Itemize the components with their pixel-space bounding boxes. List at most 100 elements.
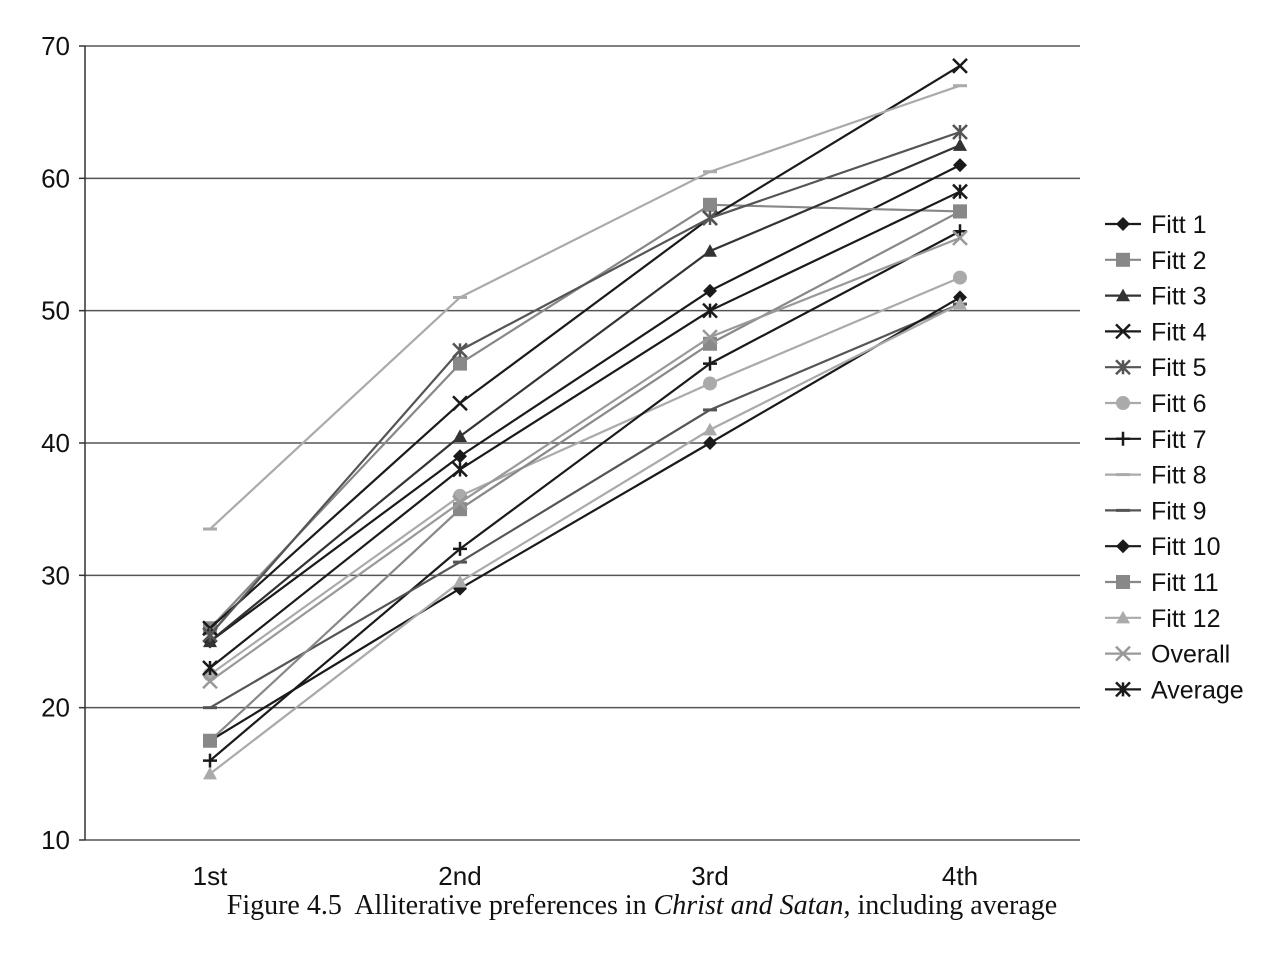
- caption-label: Figure 4.5: [226, 890, 342, 921]
- x-tick-label: 2nd: [438, 861, 481, 891]
- legend-item: Fitt 12: [1105, 605, 1220, 633]
- legend-marker: [1116, 431, 1130, 446]
- legend-label: Average: [1151, 676, 1244, 704]
- series-average: [202, 183, 968, 676]
- legend-item: Fitt 11: [1105, 569, 1219, 597]
- data-point: [702, 302, 718, 319]
- data-point: [703, 356, 717, 371]
- legend-item: Fitt 7: [1105, 426, 1207, 454]
- y-tick-label: 70: [41, 31, 70, 61]
- legend-item: Fitt 3: [1105, 283, 1207, 311]
- legend-marker: [1115, 681, 1131, 698]
- caption-text-before: Alliterative preferences in: [354, 890, 654, 921]
- legend-label: Fitt 6: [1151, 390, 1207, 418]
- data-point: [452, 461, 468, 478]
- data-point: [953, 138, 967, 151]
- data-point: [452, 395, 468, 412]
- legend-item: Overall: [1105, 641, 1230, 669]
- legend-item: Fitt 9: [1105, 497, 1207, 525]
- series-fitt-2: [203, 197, 967, 636]
- data-point: [202, 660, 218, 676]
- legend-item: Fitt 4: [1105, 318, 1207, 346]
- data-point: [452, 342, 468, 359]
- legend-item: Fitt 1: [1105, 211, 1207, 239]
- y-tick-label: 60: [41, 163, 70, 193]
- series-line: [209, 276, 961, 676]
- data-point: [703, 436, 717, 450]
- data-point: [703, 376, 717, 391]
- legend: Fitt 1 Fitt 2 Fitt 3 Fitt 4 Fitt 5 Fitt 6 Fitt…: [1105, 211, 1244, 704]
- legend-label: Fitt 4: [1151, 318, 1207, 346]
- data-point: [952, 57, 968, 74]
- legend-label: Fitt 1: [1151, 211, 1207, 239]
- data-point: [203, 733, 217, 748]
- series-fitt-7: [203, 224, 967, 768]
- data-point: [453, 541, 467, 556]
- series-overall: [202, 229, 968, 690]
- series-line: [209, 64, 961, 630]
- data-point: [202, 673, 218, 690]
- data-point: [952, 229, 968, 246]
- legend-label: Fitt 10: [1151, 533, 1220, 561]
- legend-label: Fitt 11: [1151, 569, 1219, 597]
- data-point: [452, 494, 468, 511]
- legend-item: Fitt 6: [1105, 390, 1207, 418]
- legend-marker: [1116, 217, 1130, 231]
- x-tick-label: 4th: [942, 861, 978, 891]
- y-tick-label: 30: [41, 560, 70, 590]
- legend-label: Fitt 3: [1151, 283, 1207, 311]
- data-point: [953, 158, 967, 173]
- x-tick-label: 3rd: [691, 861, 729, 891]
- series-line: [209, 210, 961, 742]
- series-line: [209, 296, 961, 742]
- y-tick-label: 50: [41, 296, 70, 326]
- series-fitt-12: [203, 297, 967, 780]
- series-line: [209, 190, 961, 669]
- series-line: [209, 84, 961, 530]
- series-fitt-11: [203, 204, 967, 748]
- data-point: [703, 244, 717, 257]
- y-tick-label: 10: [41, 825, 70, 855]
- data-point: [453, 356, 467, 371]
- y-axis: 10 20 30 40 50 60 70: [41, 31, 86, 855]
- series-line: [209, 303, 961, 775]
- legend-marker: [1116, 610, 1130, 624]
- legend-item: Fitt 5: [1105, 354, 1207, 382]
- legend-marker: [1116, 252, 1130, 267]
- data-point: [453, 429, 467, 442]
- caption-text-after: , including average: [843, 890, 1058, 921]
- series-fitt-6: [203, 270, 967, 682]
- series-line: [209, 203, 961, 630]
- caption-title: Christ and Satan: [653, 890, 844, 921]
- series-lines: [202, 57, 968, 780]
- data-point: [453, 574, 467, 588]
- data-point: [953, 224, 967, 239]
- data-point: [952, 183, 968, 200]
- data-point: [953, 270, 967, 285]
- legend-label: Fitt 8: [1151, 462, 1207, 490]
- y-tick-label: 40: [41, 428, 70, 458]
- data-point: [953, 204, 967, 219]
- series-fitt-5: [202, 124, 968, 643]
- legend-label: Fitt 2: [1151, 247, 1207, 275]
- series-fitt-3: [203, 138, 967, 648]
- series-line: [209, 230, 961, 762]
- y-tick-label: 20: [41, 693, 70, 723]
- series-line: [209, 164, 961, 643]
- data-point: [702, 210, 718, 226]
- data-point: [203, 766, 217, 780]
- data-point: [203, 753, 217, 768]
- series-fitt-4: [202, 57, 968, 637]
- legend-label: Fitt 9: [1151, 497, 1207, 525]
- data-point: [953, 297, 967, 310]
- legend-marker: [1116, 539, 1130, 554]
- legend-item: Fitt 2: [1105, 247, 1207, 275]
- legend-item: Average: [1105, 676, 1244, 704]
- data-point: [952, 124, 968, 140]
- legend-marker: [1115, 323, 1131, 340]
- legend-item: Fitt 10: [1105, 533, 1220, 561]
- legend-label: Fitt 12: [1151, 605, 1220, 633]
- legend-label: Fitt 7: [1151, 426, 1207, 454]
- x-tick-label: 1st: [193, 861, 228, 891]
- series-fitt-8: [203, 84, 967, 531]
